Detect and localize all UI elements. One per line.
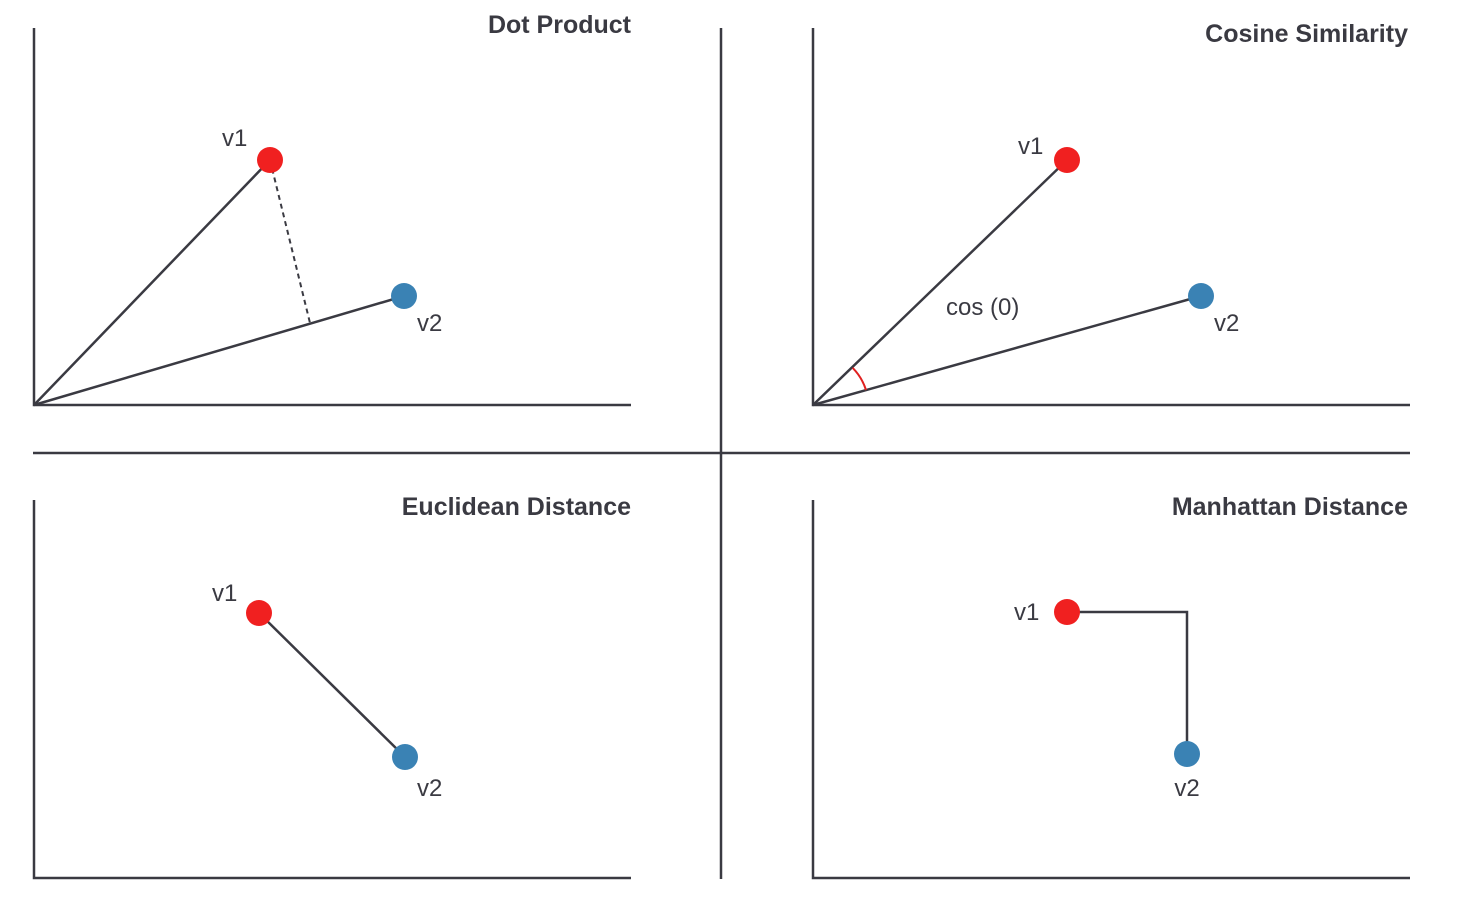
dot-product-title: Dot Product (488, 11, 632, 39)
cosine-similarity-axes (811, 28, 1410, 407)
euclidean-distance-v2-label: v2 (417, 775, 442, 802)
cosine-similarity-v1-vector (812, 159, 1068, 406)
manhattan-distance-v2-label: v2 (1174, 775, 1199, 802)
cosine-similarity-v2-point (1188, 283, 1214, 309)
manhattan-distance-axes (811, 500, 1410, 880)
euclidean-distance-panel: Euclidean Distance v1 v2 (32, 493, 631, 880)
euclidean-distance-v1-point (246, 600, 272, 626)
cosine-similarity-v1-label: v1 (1018, 133, 1043, 160)
cosine-similarity-angle-label: cos (0) (946, 294, 1019, 321)
manhattan-distance-v1-label: v1 (1014, 599, 1039, 626)
dot-product-v1-point (257, 147, 283, 173)
manhattan-distance-path (1067, 610, 1189, 754)
dot-product-v2-point (391, 283, 417, 309)
cosine-similarity-v1-point (1054, 147, 1080, 173)
manhattan-distance-v2-point (1174, 741, 1200, 767)
dot-product-projection-line (269, 159, 311, 324)
manhattan-distance-panel: Manhattan Distance v1 v2 (811, 493, 1410, 880)
cosine-similarity-title: Cosine Similarity (1205, 20, 1408, 48)
cosine-similarity-v2-vector (812, 294, 1202, 407)
cosine-similarity-v2-label: v2 (1214, 310, 1239, 337)
euclidean-distance-title: Euclidean Distance (402, 493, 631, 521)
dot-product-v1-label: v1 (222, 125, 247, 152)
dot-product-v2-vector (33, 294, 405, 407)
euclidean-distance-v2-point (392, 744, 418, 770)
euclidean-distance-v1-label: v1 (212, 580, 237, 607)
cosine-similarity-angle-arc (851, 367, 867, 391)
manhattan-distance-title: Manhattan Distance (1172, 493, 1408, 521)
euclidean-distance-line (258, 612, 406, 758)
euclidean-distance-axes (32, 500, 631, 880)
dot-product-v1-vector (33, 159, 271, 406)
dot-product-axes (32, 28, 631, 407)
cosine-similarity-panel: Cosine Similarity v1 v2 cos (0) (811, 20, 1410, 407)
dot-product-panel: Dot Product v1 v2 (32, 11, 632, 407)
dot-product-v2-label: v2 (417, 310, 442, 337)
manhattan-distance-v1-point (1054, 599, 1080, 625)
